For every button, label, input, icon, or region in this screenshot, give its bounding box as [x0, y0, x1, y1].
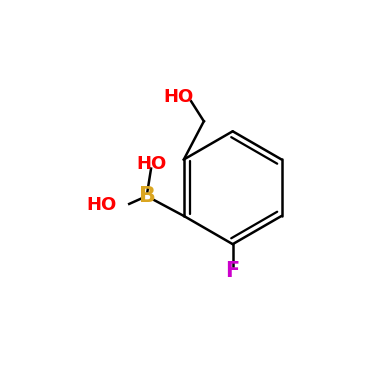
Text: HO: HO [86, 196, 116, 214]
Text: B: B [139, 186, 156, 206]
Text: HO: HO [136, 154, 166, 172]
Text: F: F [226, 261, 240, 282]
Text: HO: HO [163, 87, 194, 106]
